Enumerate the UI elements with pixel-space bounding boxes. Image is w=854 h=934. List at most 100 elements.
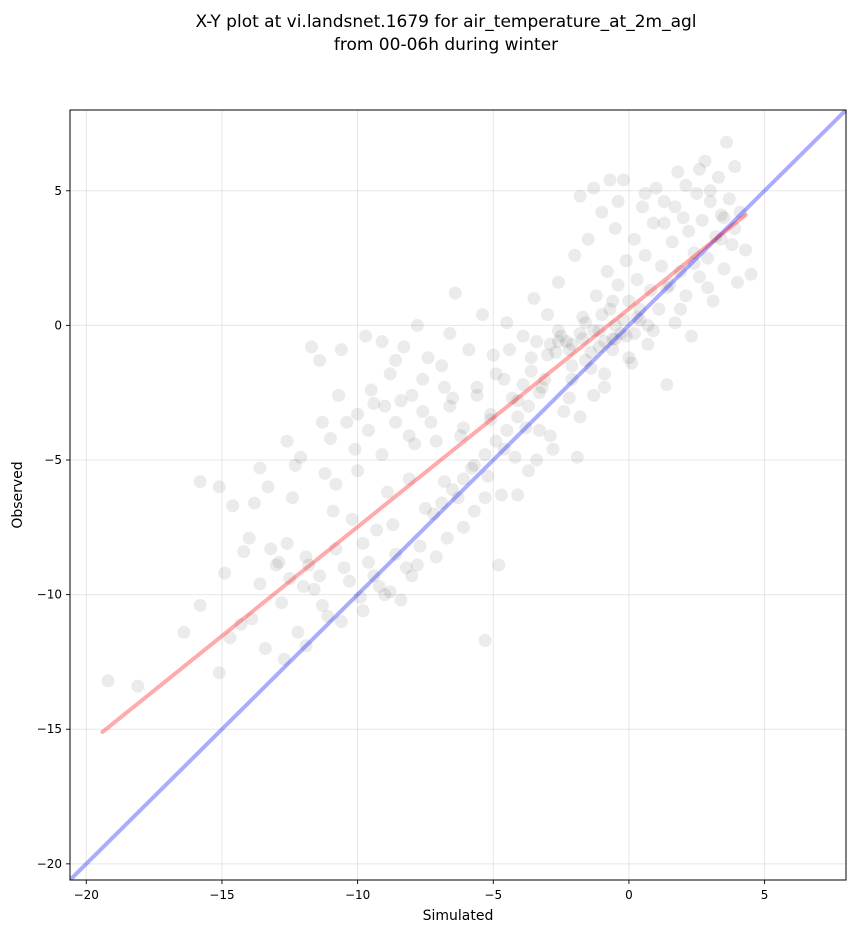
x-tick-label: −10 <box>345 888 370 902</box>
data-point <box>356 604 370 618</box>
data-point <box>562 391 576 405</box>
data-point <box>592 324 606 338</box>
data-point <box>296 580 310 594</box>
data-point <box>638 248 652 262</box>
data-point <box>337 561 351 575</box>
data-point <box>456 421 470 435</box>
data-point <box>397 340 411 354</box>
data-point <box>562 343 576 357</box>
data-point <box>511 394 525 408</box>
data-point <box>617 173 631 187</box>
data-point <box>427 507 441 521</box>
data-point <box>484 413 498 427</box>
data-point <box>527 291 541 305</box>
data-point <box>421 351 435 365</box>
data-point <box>418 501 432 515</box>
data-point <box>546 442 560 456</box>
data-point <box>576 310 590 324</box>
reference-lines <box>70 110 846 880</box>
data-point <box>416 405 430 419</box>
data-point <box>714 208 728 222</box>
data-point <box>722 192 736 206</box>
data-point <box>500 316 514 330</box>
x-tick-label: 0 <box>625 888 633 902</box>
data-point <box>622 294 636 308</box>
data-point <box>321 609 335 623</box>
data-point <box>516 329 530 343</box>
data-point <box>448 286 462 300</box>
data-point <box>557 405 571 419</box>
data-point <box>280 536 294 550</box>
data-point <box>193 475 207 489</box>
data-point <box>326 504 340 518</box>
data-point <box>598 335 612 349</box>
data-point <box>307 582 321 596</box>
data-point <box>440 531 454 545</box>
data-point <box>660 281 674 295</box>
data-point <box>519 421 533 435</box>
data-point <box>725 238 739 252</box>
data-point <box>101 674 115 688</box>
data-point <box>318 466 332 480</box>
grid <box>70 110 846 880</box>
data-point <box>668 316 682 330</box>
data-point <box>489 434 503 448</box>
data-point <box>579 353 593 367</box>
data-point <box>608 318 622 332</box>
data-point <box>654 259 668 273</box>
data-point <box>622 351 636 365</box>
data-point <box>714 232 728 246</box>
data-point <box>288 458 302 472</box>
data-point <box>261 480 275 494</box>
data-point <box>424 415 438 429</box>
data-point <box>410 318 424 332</box>
data-point <box>611 278 625 292</box>
data-point <box>299 550 313 564</box>
data-point <box>706 294 720 308</box>
data-point <box>402 429 416 443</box>
data-point <box>581 232 595 246</box>
data-point <box>364 383 378 397</box>
data-point <box>370 523 384 537</box>
data-point <box>728 221 742 235</box>
x-axis-label: Simulated <box>423 908 494 924</box>
data-point <box>709 230 723 244</box>
data-point <box>334 615 348 629</box>
data-point <box>701 281 715 295</box>
data-point <box>212 666 226 680</box>
data-point <box>668 200 682 214</box>
data-point <box>348 442 362 456</box>
data-point <box>682 224 696 238</box>
data-point <box>636 200 650 214</box>
data-point <box>606 294 620 308</box>
chart-subtitle: from 00-06h during winter <box>334 35 558 55</box>
data-point <box>484 407 498 421</box>
data-point <box>323 431 337 445</box>
data-point <box>676 211 690 225</box>
data-point <box>554 329 568 343</box>
data-point <box>380 485 394 499</box>
y-tick-label: −10 <box>37 588 62 602</box>
data-point <box>579 316 593 330</box>
data-point <box>285 491 299 505</box>
data-point <box>679 178 693 192</box>
data-point <box>614 326 628 340</box>
data-point <box>405 569 419 583</box>
y-tick-label: −15 <box>37 722 62 736</box>
data-point <box>619 329 633 343</box>
data-point <box>351 464 365 478</box>
data-point <box>720 135 734 149</box>
data-point <box>345 512 359 526</box>
data-point <box>589 289 603 303</box>
data-point <box>646 324 660 338</box>
data-point <box>481 469 495 483</box>
data-point <box>451 491 465 505</box>
data-point <box>351 407 365 421</box>
regression-line <box>100 213 748 734</box>
data-point <box>541 348 555 362</box>
data-point <box>242 531 256 545</box>
data-point <box>587 324 601 338</box>
data-point <box>478 491 492 505</box>
data-point <box>560 335 574 349</box>
data-point <box>565 359 579 373</box>
